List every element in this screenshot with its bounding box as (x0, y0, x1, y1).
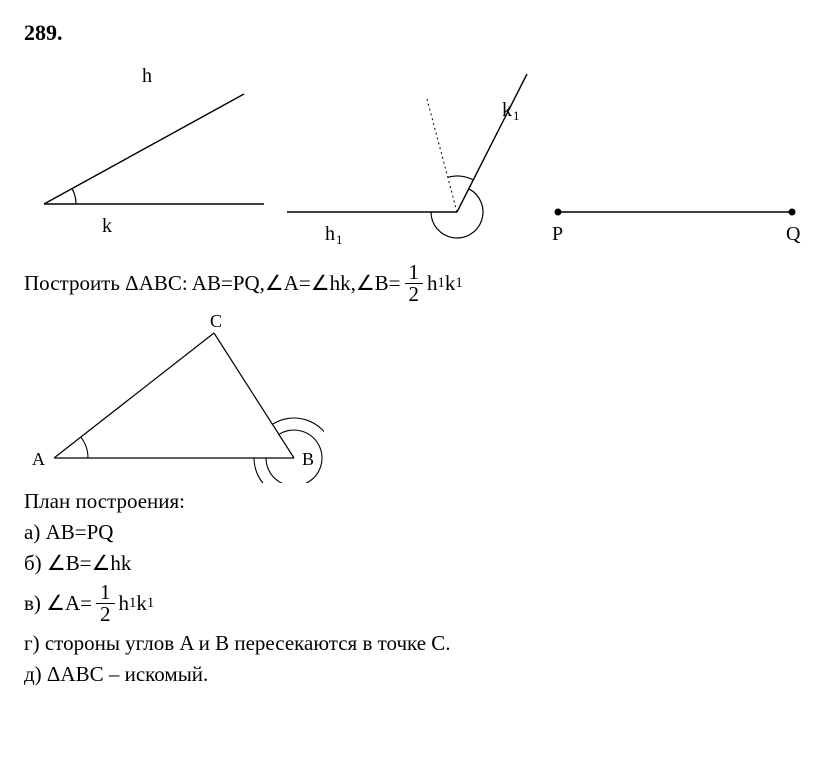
plan-c-num: 1 (96, 582, 115, 604)
frac-num: 1 (405, 262, 424, 284)
plan-step-e: д) ΔABC – искомый. (24, 662, 802, 687)
plan-c-den: 2 (96, 604, 115, 625)
given-diagrams-row: hk h1k1 PQ (24, 54, 802, 244)
angle-h1k1-diagram: h1k1 (277, 54, 530, 244)
svg-text:1: 1 (513, 108, 520, 123)
svg-text:Q: Q (786, 223, 801, 244)
svg-text:k: k (502, 99, 512, 121)
frac-den: 2 (405, 284, 424, 305)
plan-c-post2: k (136, 591, 147, 616)
svg-text:h: h (142, 65, 152, 87)
build-prefix: Построить ΔABC: AB=PQ, (24, 271, 265, 296)
plan-c-frac: 1 2 (96, 582, 115, 625)
build-sub2: 1 (455, 275, 462, 292)
plan-step-c: в) ∠A= 1 2 h1k1 (24, 582, 802, 625)
plan-c-post: h (119, 591, 130, 616)
build-statement: Построить ΔABC: AB=PQ, ∠A=∠hk, ∠B= 1 2 h… (24, 262, 802, 305)
triangle-abc-diagram: A B C (24, 313, 324, 483)
fraction-half: 1 2 (405, 262, 424, 305)
svg-text:1: 1 (336, 232, 343, 244)
segment-pq-diagram: PQ (540, 54, 802, 244)
build-angle-a: ∠A=∠hk, (265, 271, 356, 296)
construction-plan: План построения: а) AB=PQ б) ∠B=∠hk в) ∠… (24, 489, 802, 687)
plan-step-b: б) ∠B=∠hk (24, 551, 802, 576)
build-post: h (427, 271, 438, 296)
build-post2: k (445, 271, 456, 296)
problem-number: 289. (24, 20, 802, 46)
svg-text:h: h (325, 223, 335, 244)
angle-hk-diagram: hk (24, 54, 267, 234)
svg-text:B: B (302, 449, 314, 469)
plan-c-pre: в) ∠A= (24, 591, 92, 616)
build-sub1: 1 (438, 275, 445, 292)
svg-text:C: C (210, 313, 222, 331)
plan-c-sub1: 1 (129, 595, 136, 612)
plan-title: План построения: (24, 489, 802, 514)
plan-c-sub2: 1 (147, 595, 154, 612)
svg-text:P: P (552, 223, 563, 244)
svg-text:A: A (32, 449, 45, 469)
plan-step-a: а) AB=PQ (24, 520, 802, 545)
build-angle-b-pre: ∠B= (356, 271, 401, 296)
svg-text:k: k (102, 215, 112, 234)
plan-step-d: г) стороны углов A и B пересекаются в то… (24, 631, 802, 656)
